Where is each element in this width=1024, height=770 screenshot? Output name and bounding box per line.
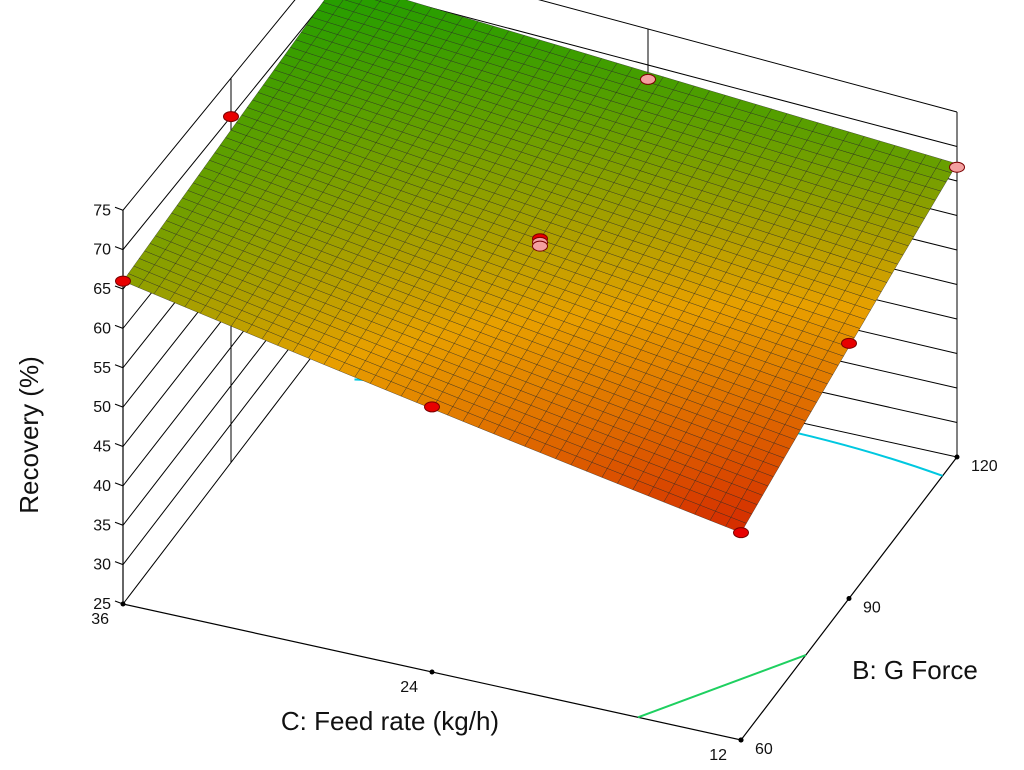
design-points — [115, 73, 965, 539]
x-axis-title: C: Feed rate (kg/h) — [281, 706, 499, 736]
z-tick-mark — [114, 561, 124, 566]
design-point — [532, 240, 548, 252]
x-tick-mark — [429, 669, 435, 675]
y-tick-mark — [846, 596, 852, 601]
z-tick-label: 40 — [93, 478, 111, 495]
z-tick-mark — [114, 403, 124, 408]
z-tick-label: 25 — [93, 596, 111, 613]
x-tick-label: 12 — [709, 747, 727, 764]
z-tick-label: 45 — [93, 439, 111, 456]
z-axis-title: Recovery (%) — [14, 356, 44, 513]
y-tick-mark — [954, 454, 960, 460]
surface-cell — [344, 0, 363, 5]
surface-cell — [375, 0, 382, 2]
z-tick-label: 30 — [93, 557, 111, 574]
design-point — [949, 161, 965, 173]
z-tick-mark — [114, 206, 124, 211]
floor-edge — [122, 456, 958, 741]
z-tick-mark — [114, 246, 124, 251]
y-tick-mark — [738, 737, 744, 743]
x-tick-label: 24 — [400, 679, 418, 696]
x-tick-label: 36 — [91, 611, 109, 628]
design-point — [841, 337, 857, 349]
z-tick-label: 70 — [93, 242, 111, 259]
z-grid-line — [122, 0, 958, 211]
y-tick-label: 60 — [755, 741, 773, 758]
z-tick-label: 65 — [93, 281, 111, 298]
z-tick-mark — [114, 324, 124, 329]
tick-labels: 25 30 35 40 45 50 55 60 65 70 75 12 24 36 60 90 120 — [91, 202, 998, 764]
design-point — [424, 401, 440, 413]
z-tick-mark — [114, 521, 124, 526]
x-tick-mark — [120, 601, 126, 607]
surface-cell — [379, 0, 400, 7]
surface-cell — [322, 0, 344, 8]
design-point — [640, 73, 656, 85]
z-tick-label: 60 — [93, 320, 111, 337]
z-tick-mark — [114, 442, 124, 448]
z-tick-label: 55 — [93, 360, 111, 377]
z-tick-label: 50 — [93, 399, 111, 416]
y-tick-label: 90 — [863, 600, 881, 617]
design-point — [223, 111, 239, 123]
z-tick-label: 35 — [93, 517, 111, 534]
z-tick-mark — [114, 364, 124, 369]
design-point — [733, 527, 749, 539]
z-tick-mark — [114, 285, 124, 290]
z-tick-label: 75 — [93, 202, 111, 219]
y-axis-title: B: G Force — [852, 655, 978, 685]
contour-line — [637, 654, 807, 719]
design-point — [115, 275, 131, 287]
z-grid-line — [122, 0, 958, 250]
response-surface — [122, 0, 958, 533]
z-tick-mark — [114, 482, 124, 487]
y-tick-label: 120 — [971, 458, 998, 475]
